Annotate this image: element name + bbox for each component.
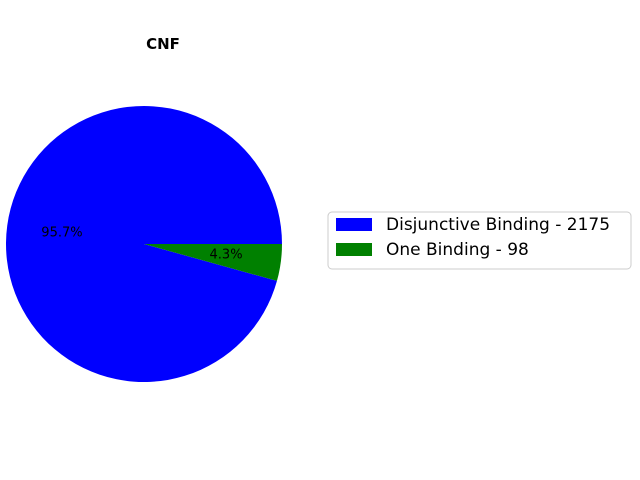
legend-swatch bbox=[336, 243, 372, 256]
legend-swatch bbox=[336, 218, 372, 231]
pie-slice bbox=[144, 244, 282, 281]
pie-percent-label: 95.7% bbox=[41, 225, 82, 240]
pie-percent-label: 4.3% bbox=[210, 248, 243, 263]
chart-title: CNF bbox=[146, 35, 180, 53]
legend-label: Disjunctive Binding - 2175 bbox=[386, 215, 610, 235]
pie-slice bbox=[6, 105, 283, 382]
legend: Disjunctive Binding - 2175 One Binding - … bbox=[327, 211, 632, 270]
pie-percent-labels: 95.7% 4.3% bbox=[41, 225, 242, 262]
legend-label: One Binding - 98 bbox=[386, 240, 529, 260]
pie-slices bbox=[6, 105, 283, 382]
legend-frame bbox=[327, 211, 632, 270]
